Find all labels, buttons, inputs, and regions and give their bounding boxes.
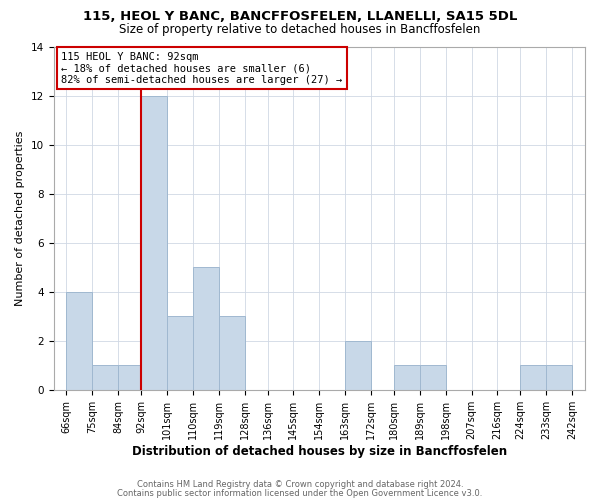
Bar <box>118 366 141 390</box>
Bar <box>520 366 546 390</box>
Bar <box>67 292 92 390</box>
Bar <box>193 267 219 390</box>
Text: Size of property relative to detached houses in Bancffosfelen: Size of property relative to detached ho… <box>119 22 481 36</box>
Bar <box>345 341 371 390</box>
Y-axis label: Number of detached properties: Number of detached properties <box>15 130 25 306</box>
Bar <box>141 96 167 390</box>
Bar <box>92 366 118 390</box>
Bar <box>219 316 245 390</box>
Bar <box>394 366 420 390</box>
X-axis label: Distribution of detached houses by size in Bancffosfelen: Distribution of detached houses by size … <box>132 444 507 458</box>
Bar <box>420 366 446 390</box>
Text: 115, HEOL Y BANC, BANCFFOSFELEN, LLANELLI, SA15 5DL: 115, HEOL Y BANC, BANCFFOSFELEN, LLANELL… <box>83 10 517 23</box>
Bar <box>546 366 572 390</box>
Text: 115 HEOL Y BANC: 92sqm
← 18% of detached houses are smaller (6)
82% of semi-deta: 115 HEOL Y BANC: 92sqm ← 18% of detached… <box>61 52 343 85</box>
Bar <box>167 316 193 390</box>
Text: Contains public sector information licensed under the Open Government Licence v3: Contains public sector information licen… <box>118 488 482 498</box>
Text: Contains HM Land Registry data © Crown copyright and database right 2024.: Contains HM Land Registry data © Crown c… <box>137 480 463 489</box>
